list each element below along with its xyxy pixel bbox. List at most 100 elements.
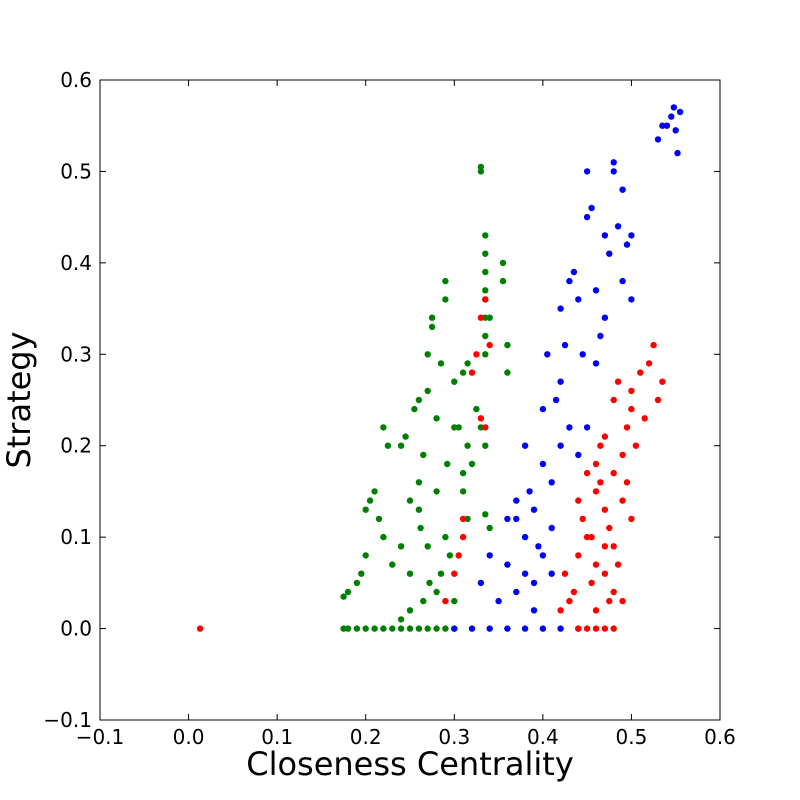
scatter-point-green <box>464 442 471 449</box>
scatter-point-blue <box>513 497 520 504</box>
scatter-point-green <box>473 405 480 413</box>
ticks-layer: −0.1 0.0 0.1 0.2 0.3 0.4 0.5 0.6 −0.1 0.0 0.1 0.2 0.… <box>43 68 735 749</box>
scatter-point-green <box>442 625 449 632</box>
scatter-point-green <box>486 314 493 321</box>
scatter-point-red <box>482 424 489 431</box>
scatter-point-green <box>353 625 361 632</box>
scatter-point-blue <box>548 524 555 532</box>
scatter-point-blue <box>561 341 569 349</box>
scatter-point-green <box>344 588 352 596</box>
scatter-point-green <box>389 561 396 568</box>
scatter-point-green <box>464 515 471 523</box>
y-tick-label: 0.3 <box>60 342 92 366</box>
scatter-point-red <box>442 597 449 605</box>
scatter-point-green <box>486 524 493 532</box>
scatter-point-green <box>442 277 449 285</box>
scatter-point-green <box>420 597 427 605</box>
scatter-point-green <box>375 515 383 523</box>
scatter-point-blue <box>530 579 538 587</box>
scatter-point-green <box>366 497 374 504</box>
scatter-point-green <box>482 287 489 294</box>
scatter-point-green <box>424 387 431 395</box>
scatter-point-blue <box>654 136 662 143</box>
scatter-point-red <box>477 415 485 422</box>
scatter-point-red <box>610 543 617 550</box>
scatter-point-red <box>473 351 480 358</box>
scatter-point-green <box>415 396 423 404</box>
scatter-point-red <box>579 515 586 523</box>
scatter-point-red <box>654 396 662 404</box>
scatter-point-blue <box>623 241 631 248</box>
scatter-point-red <box>597 479 604 486</box>
scatter-point-red <box>628 387 635 395</box>
scatter-point-green <box>482 268 489 276</box>
scatter-point-red <box>610 396 617 404</box>
scatter-point-green <box>433 415 440 422</box>
scatter-point-green <box>442 296 449 303</box>
scatter-point-blue <box>521 442 529 449</box>
scatter-point-red <box>610 588 617 596</box>
scatter-point-green <box>459 488 467 495</box>
scatter-point-blue <box>592 360 600 367</box>
scatter-point-red <box>597 442 604 449</box>
scatter-point-green <box>482 250 489 257</box>
scatter-point-green <box>451 378 458 385</box>
scatter-point-green <box>340 593 347 600</box>
scatter-point-blue <box>557 305 564 312</box>
points-layer <box>196 104 684 632</box>
scatter-point-green <box>426 579 433 587</box>
scatter-point-red <box>623 424 631 431</box>
scatter-point-green <box>499 277 507 285</box>
x-tick-label: −0.1 <box>76 725 125 749</box>
scatter-point-red <box>601 506 609 513</box>
scatter-point-blue <box>513 515 520 523</box>
scatter-point-red <box>601 625 609 632</box>
scatter-point-green <box>477 424 485 431</box>
scatter-point-blue <box>668 113 675 120</box>
scatter-point-blue <box>513 588 520 596</box>
x-axis-label: Closeness Centrality <box>246 745 574 783</box>
scatter-point-blue <box>504 561 511 568</box>
scatter-point-red <box>610 469 617 477</box>
scatter-point-blue <box>628 296 635 303</box>
scatter-point-green <box>389 625 396 632</box>
scatter-point-green <box>406 607 414 614</box>
scatter-point-green <box>384 442 392 449</box>
scatter-point-green <box>451 597 458 605</box>
scatter-point-green <box>433 588 440 596</box>
scatter-point-green <box>504 341 511 349</box>
scatter-point-green <box>411 405 418 413</box>
scatter-point-red <box>610 625 617 632</box>
scatter-point-blue <box>539 460 547 468</box>
scatter-point-green <box>482 332 489 340</box>
scatter-point-red <box>592 488 600 495</box>
scatter-point-red <box>623 479 631 486</box>
scatter-point-blue <box>579 351 586 358</box>
x-tick-label: 0.2 <box>350 725 382 749</box>
scatter-point-blue <box>557 625 564 632</box>
scatter-point-blue <box>530 607 538 614</box>
scatter-point-green <box>362 625 369 632</box>
y-tick-label: 0.0 <box>60 617 92 641</box>
scatter-point-green <box>397 625 405 632</box>
scatter-point-green <box>424 625 431 632</box>
scatter-point-green <box>428 323 436 331</box>
scatter-point-blue <box>552 396 560 404</box>
scatter-point-green <box>482 511 489 518</box>
scatter-point-red <box>575 625 582 632</box>
scatter-point-blue <box>674 149 681 157</box>
scatter-point-blue <box>659 122 666 129</box>
scatter-point-blue <box>588 204 595 212</box>
scatter-point-green <box>420 451 427 459</box>
scatter-point-green <box>464 360 471 367</box>
scatter-point-blue <box>526 488 533 495</box>
scatter-point-red <box>650 341 657 349</box>
scatter-point-blue <box>548 570 555 577</box>
scatter-point-red <box>601 543 609 550</box>
y-tick-label: −0.1 <box>43 708 92 732</box>
x-tick-label: 0.6 <box>704 725 736 749</box>
scatter-point-green <box>444 460 451 468</box>
x-tick-label: 0.0 <box>173 725 205 749</box>
scatter-point-red <box>614 378 622 385</box>
